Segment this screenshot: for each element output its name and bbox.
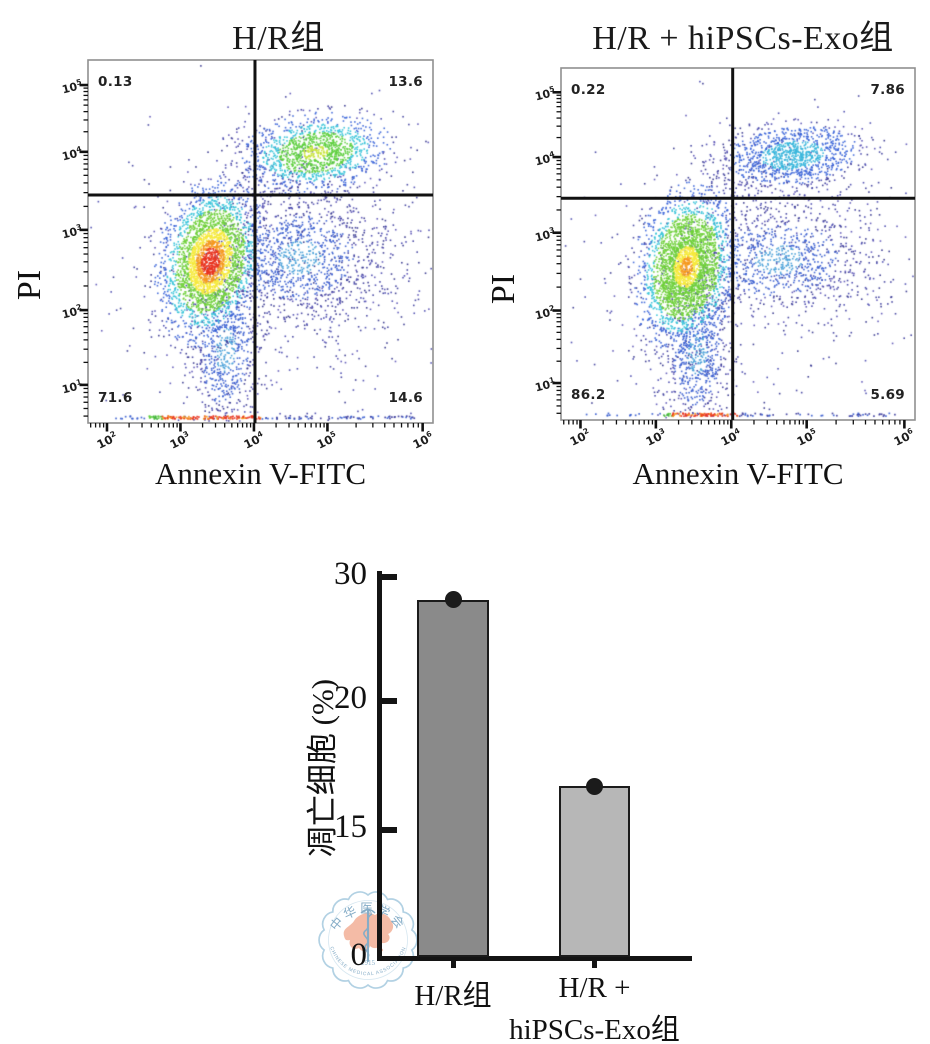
bar-hr-group	[417, 599, 489, 958]
flow-scatter-canvas	[561, 68, 915, 420]
data-point-marker	[586, 777, 603, 795]
annexin-axis-label: Annexin V-FITC	[155, 456, 366, 491]
quadrant-value-lower-right: 14.6	[388, 390, 423, 406]
quadrant-value-upper-right: 13.6	[388, 74, 423, 90]
y-tick-mark	[382, 698, 397, 704]
snake-icon	[363, 913, 373, 958]
quadrant-value-lower-left: 86.2	[571, 387, 606, 403]
category-label: hiPSCs-Exo组	[509, 1014, 680, 1044]
flow-plot-title: H/R组	[232, 20, 325, 57]
y-tick-mark	[382, 574, 397, 580]
quadrant-value-upper-left: 0.13	[98, 74, 133, 90]
quadrant-value-upper-right: 7.86	[870, 82, 905, 98]
quadrant-value-upper-left: 0.22	[571, 82, 606, 98]
plot-border	[560, 67, 916, 421]
x-tick-mark	[592, 960, 597, 968]
x-tick-mark	[450, 960, 456, 968]
quadrant-value-lower-left: 71.6	[98, 390, 133, 406]
flow-plot-title: H/R + hiPSCs-Exo组	[592, 20, 894, 57]
y-tick-label: 20	[334, 679, 367, 716]
bar-chart-x-axis	[377, 955, 692, 961]
bar-chart-y-axis-label: 凋亡细胞 (%)	[305, 678, 340, 858]
watermark-founding-year: 1915	[361, 959, 376, 967]
watermark-scalloped-ring	[318, 891, 418, 989]
category-label: H/R +	[558, 972, 631, 1004]
annexin-axis-label: Annexin V-FITC	[632, 456, 844, 491]
flow-axes-frame	[552, 67, 916, 429]
data-point-marker	[444, 591, 462, 609]
y-tick-mark	[382, 827, 397, 833]
y-tick-label: 15	[334, 808, 367, 845]
flow-scatter-canvas	[88, 60, 433, 423]
flow-axes-frame	[79, 59, 434, 432]
bar-hr-exo-group	[559, 786, 630, 958]
plot-border	[87, 59, 434, 424]
quadrant-value-lower-right: 5.69	[870, 387, 905, 403]
bar-chart-y-axis	[377, 571, 382, 961]
y-tick-label: 0	[350, 937, 368, 973]
y-tick-label: 30	[334, 556, 367, 592]
category-label: H/R组	[414, 980, 492, 1012]
watermark-inner-ring	[328, 900, 408, 980]
